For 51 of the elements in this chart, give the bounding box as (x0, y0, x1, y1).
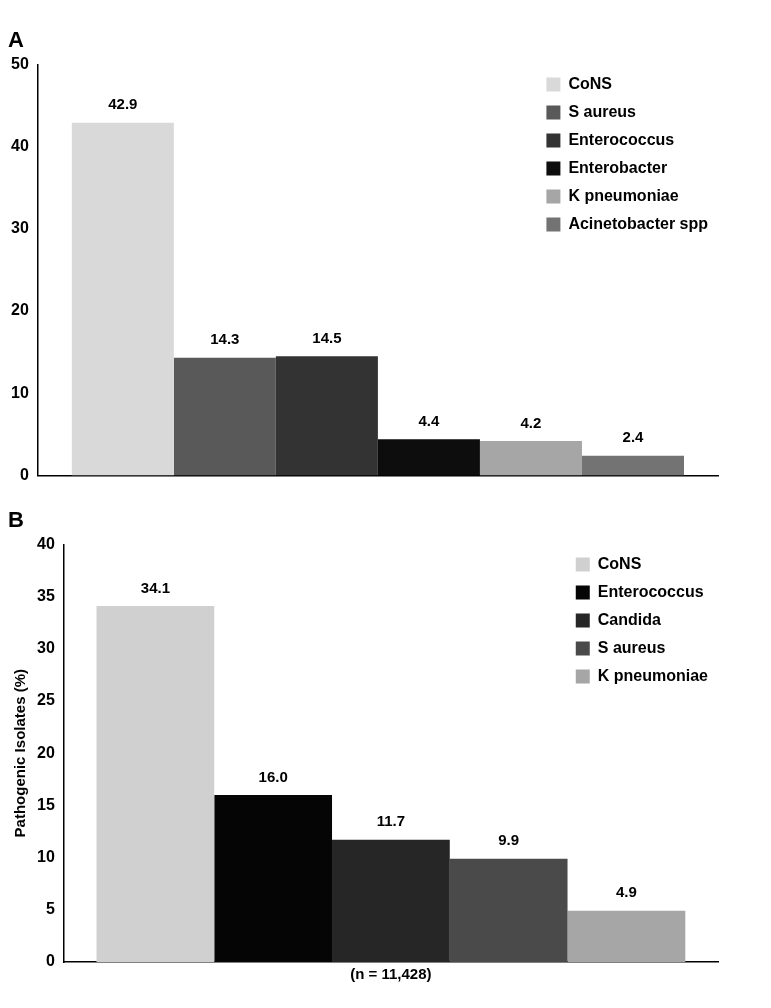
bar (567, 910, 686, 962)
legend-label: S aureus (568, 102, 637, 120)
data-label: 9.9 (498, 831, 520, 849)
bar (449, 858, 568, 962)
y-tick-label: 30 (37, 639, 55, 657)
data-label: 14.3 (210, 330, 240, 348)
bar (479, 440, 582, 476)
bar (377, 439, 480, 476)
legend-label: Enterococcus (597, 582, 704, 600)
bar (96, 606, 215, 962)
legend-label: S aureus (597, 638, 666, 656)
data-label: 34.1 (140, 578, 170, 596)
y-tick-label: 40 (37, 534, 55, 552)
legend-label: K pneumoniae (568, 186, 679, 204)
data-label: 2.4 (622, 428, 645, 446)
y-tick-label: 20 (11, 301, 29, 319)
legend-label: CoNS (568, 74, 613, 92)
y-axis-title: Pathogenic Isolates (%) (11, 669, 29, 838)
bar (581, 455, 684, 476)
y-tick-label: 35 (37, 587, 55, 605)
legend-label: CoNS (597, 554, 642, 572)
y-tick-label: 20 (37, 743, 55, 761)
data-label: 4.2 (520, 413, 542, 431)
bar (332, 839, 450, 962)
chart-title: A (8, 27, 24, 53)
y-tick-label: 25 (37, 691, 55, 709)
y-tick-label: 5 (45, 900, 55, 918)
data-label: 14.5 (312, 328, 342, 346)
chart-title: B (8, 507, 24, 533)
data-label: 11.7 (376, 812, 406, 830)
y-tick-label: 10 (37, 848, 55, 866)
data-label: 4.4 (418, 411, 440, 429)
legend-label: K pneumoniae (597, 666, 709, 684)
bar (173, 357, 276, 476)
bar (71, 122, 174, 476)
data-label: 42.9 (108, 95, 138, 113)
legend-label: Candida (597, 610, 661, 628)
y-tick-label: 0 (45, 952, 55, 970)
legend-label: Enterobacter (568, 158, 668, 176)
x-axis-title: (n = 11,428) (350, 965, 432, 983)
y-tick-label: 30 (11, 219, 29, 237)
y-tick-label: 15 (37, 795, 55, 813)
legend-label: Acinetobacter spp (568, 214, 709, 232)
y-tick-label: 40 (11, 137, 29, 155)
legend-label: Enterococcus (568, 130, 675, 148)
y-tick-label: 10 (11, 383, 29, 401)
y-tick-label: 0 (19, 465, 29, 483)
y-tick-label: 50 (11, 54, 29, 72)
data-label: 16.0 (258, 767, 288, 785)
bar (275, 356, 378, 476)
data-label: 4.9 (615, 883, 637, 901)
